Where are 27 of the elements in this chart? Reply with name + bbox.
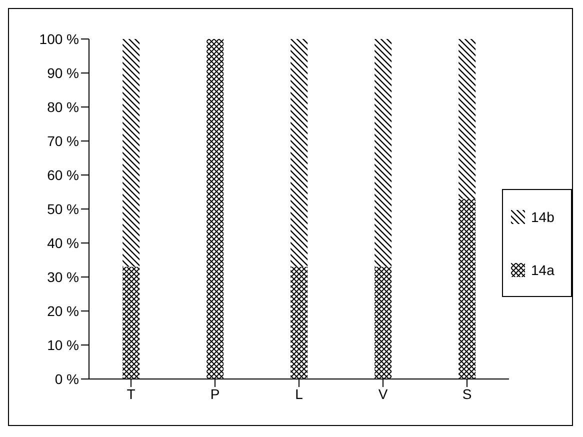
y-tick-label: 0 % [54, 370, 79, 387]
y-tick-label: 40 % [47, 234, 79, 251]
bar [290, 266, 308, 379]
x-tick-label: L [295, 386, 304, 402]
legend-label: 14b [531, 208, 554, 224]
y-tick-label: 20 % [47, 302, 79, 319]
bar [458, 198, 476, 379]
bar [374, 39, 392, 267]
x-tick-label: V [378, 386, 388, 402]
bar [374, 266, 392, 379]
y-tick-label: 90 % [47, 64, 79, 81]
y-tick-label: 70 % [47, 132, 79, 149]
x-tick-label: T [126, 386, 136, 402]
bar [206, 39, 224, 379]
x-tick-label: S [462, 386, 472, 402]
bar [122, 266, 140, 379]
y-tick-label: 60 % [47, 166, 79, 183]
bar [122, 39, 140, 267]
bar [290, 39, 308, 267]
y-tick-label: 100 % [39, 30, 79, 47]
y-tick-label: 30 % [47, 268, 79, 285]
legend-label: 14a [531, 262, 554, 278]
x-tick-label: P [210, 386, 220, 402]
y-tick-label: 10 % [47, 336, 79, 353]
bar [458, 39, 476, 199]
y-tick-label: 50 % [47, 200, 79, 217]
y-tick-label: 80 % [47, 98, 79, 115]
